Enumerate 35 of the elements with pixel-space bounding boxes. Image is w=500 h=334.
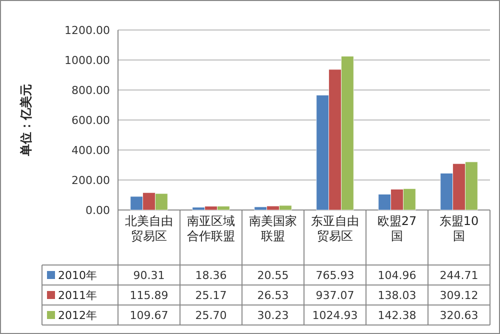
y-tick-label: 1000.00 xyxy=(64,54,110,67)
y-tick-label: 1200.00 xyxy=(64,24,110,37)
y-tick-label: 800.00 xyxy=(72,84,110,97)
data-label: 20.55 xyxy=(257,269,289,282)
x-tick-label: 南亚区域合作联盟 xyxy=(187,214,235,243)
data-label: 30.23 xyxy=(257,309,289,322)
data-label: 104.96 xyxy=(378,269,416,282)
x-tick-label: 东盟10国 xyxy=(439,214,479,243)
data-label: 320.63 xyxy=(440,309,478,322)
data-label: 142.38 xyxy=(378,309,416,322)
x-tick-label: 北美自由贸易区 xyxy=(125,214,173,243)
data-label: 90.31 xyxy=(133,269,165,282)
y-axis-title: 单位：亿美元 xyxy=(19,84,33,157)
data-label: 1024.93 xyxy=(312,309,358,322)
y-tick-label: 400.00 xyxy=(72,144,110,157)
data-label: 138.03 xyxy=(378,289,416,302)
legend-label: 2012年 xyxy=(58,309,97,322)
data-label: 765.93 xyxy=(316,269,354,282)
data-label: 309.12 xyxy=(440,289,478,302)
data-label: 115.89 xyxy=(130,289,168,302)
x-tick-label: 欧盟27国 xyxy=(377,214,417,243)
y-tick-label: 600.00 xyxy=(72,114,110,127)
data-label: 937.07 xyxy=(316,289,354,302)
y-tick-label: 0.00 xyxy=(86,204,110,217)
data-label: 25.70 xyxy=(195,309,227,322)
data-label: 244.71 xyxy=(440,269,478,282)
data-label: 18.36 xyxy=(195,269,227,282)
y-tick-label: 200.00 xyxy=(72,174,110,187)
data-label: 109.67 xyxy=(130,309,168,322)
legend-label: 2011年 xyxy=(58,289,97,302)
x-tick-label: 东亚自由贸易区 xyxy=(311,214,359,243)
legend-label: 2010年 xyxy=(58,269,97,282)
x-tick-label: 南美国家联盟 xyxy=(249,214,297,243)
data-label: 25.17 xyxy=(195,289,227,302)
data-label: 26.53 xyxy=(257,289,289,302)
